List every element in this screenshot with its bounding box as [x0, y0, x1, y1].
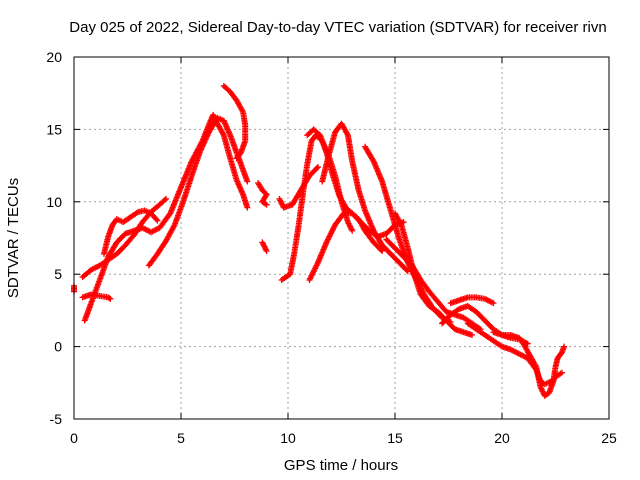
x-axis-ticks: 0 5 10 15 20 25 — [70, 57, 617, 446]
x-tick-label: 10 — [280, 430, 296, 446]
y-tick-label: 0 — [54, 339, 62, 355]
data-point — [161, 197, 168, 204]
series-track-b — [79, 291, 114, 302]
data-point — [379, 248, 386, 255]
series-track-h — [259, 239, 270, 255]
data-point — [314, 164, 321, 171]
data-point — [163, 195, 170, 202]
y-axis-label: SDTVAR / TECUs — [5, 178, 22, 298]
chart-title: Day 025 of 2022, Sidereal Day-to-day VTE… — [69, 19, 606, 36]
y-axis-ticks: -5 0 5 10 15 20 — [46, 49, 609, 427]
x-tick-label: 25 — [601, 430, 617, 446]
series-track-s — [464, 320, 565, 388]
grid-lines — [74, 57, 609, 419]
data-point — [233, 155, 240, 162]
data-point — [558, 369, 565, 376]
data-point — [107, 295, 114, 302]
series-track-e — [145, 114, 251, 269]
series-track-g — [255, 179, 270, 208]
x-tick-label: 5 — [177, 430, 185, 446]
x-axis-label: GPS time / hours — [284, 457, 398, 474]
data-point — [244, 204, 251, 211]
y-tick-label: 20 — [46, 49, 62, 65]
series-track-m — [319, 120, 411, 275]
y-tick-label: 5 — [54, 266, 62, 282]
y-tick-label: -5 — [50, 411, 63, 427]
data-point — [244, 178, 251, 185]
data-point — [154, 217, 161, 224]
data-point — [378, 246, 385, 253]
data-point — [313, 165, 320, 172]
y-tick-label: 15 — [46, 121, 62, 137]
data-point — [263, 248, 270, 255]
series-track-d — [100, 207, 161, 257]
x-tick-label: 15 — [387, 430, 403, 446]
series-track-t — [490, 329, 568, 399]
x-tick-label: 20 — [494, 430, 510, 446]
data-point — [349, 227, 356, 234]
series-track-c — [79, 195, 170, 281]
data-point — [339, 211, 346, 218]
data-point — [234, 154, 241, 161]
series-track-i — [276, 164, 321, 211]
y-tick-label: 10 — [46, 194, 62, 210]
series-track-f — [220, 82, 249, 162]
series-track-q — [447, 294, 497, 307]
data-marks — [71, 82, 568, 399]
series-track-a — [81, 111, 251, 324]
data-point — [469, 332, 476, 339]
data-point — [106, 295, 113, 302]
x-tick-label: 0 — [70, 430, 78, 446]
data-point — [153, 216, 160, 223]
plot-frame — [73, 56, 610, 420]
data-point — [263, 201, 270, 208]
data-point — [561, 343, 568, 350]
data-point — [490, 300, 497, 307]
series-track-o — [383, 236, 484, 333]
series-track-p — [392, 210, 476, 339]
